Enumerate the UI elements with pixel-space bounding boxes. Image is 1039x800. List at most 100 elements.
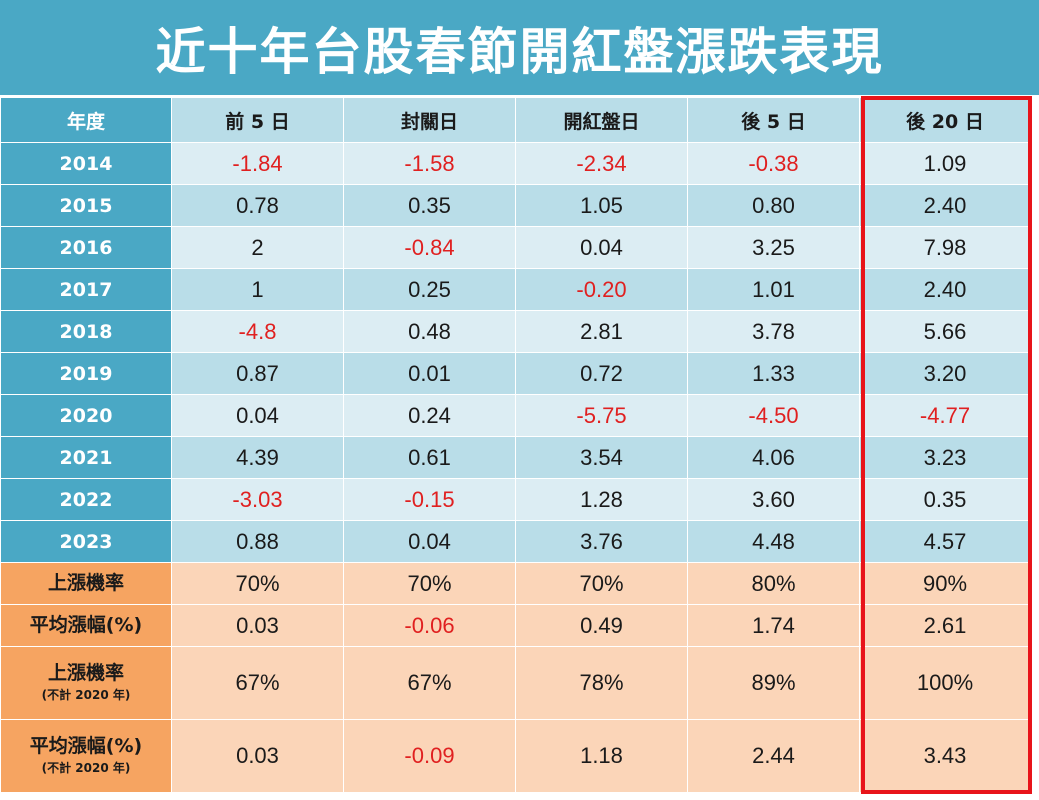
value-cell: 0.35 bbox=[343, 184, 516, 227]
value-cell: -4.50 bbox=[687, 394, 860, 437]
year-cell: 2021 bbox=[0, 436, 172, 479]
stat-label-cell: 平均漲幅(%) bbox=[0, 604, 172, 647]
year-cell: 2017 bbox=[0, 268, 172, 311]
year-cell: 2019 bbox=[0, 352, 172, 395]
value-cell: 2.81 bbox=[515, 310, 688, 353]
value-cell: 2 bbox=[171, 226, 344, 269]
title-bar: 近十年台股春節開紅盤漲跌表現 bbox=[0, 0, 1039, 95]
value-cell: 0.35 bbox=[859, 478, 1031, 521]
stat-label-note: (不計 2020 年) bbox=[41, 761, 131, 776]
table-row: 2019 0.87 0.01 0.72 1.33 3.20 bbox=[0, 352, 1031, 395]
value-cell: -1.84 bbox=[171, 142, 344, 185]
table-row: 2021 4.39 0.61 3.54 4.06 3.23 bbox=[0, 436, 1031, 479]
value-cell: -0.20 bbox=[515, 268, 688, 311]
value-cell: 3.20 bbox=[859, 352, 1031, 395]
stat-row: 上漲機率 70% 70% 70% 80% 90% bbox=[0, 562, 1031, 605]
stat-value-cell: 80% bbox=[687, 562, 860, 605]
stat-value-cell: 67% bbox=[171, 646, 344, 720]
value-cell: 0.72 bbox=[515, 352, 688, 395]
value-cell: 5.66 bbox=[859, 310, 1031, 353]
value-cell: -0.38 bbox=[687, 142, 860, 185]
value-cell: 4.48 bbox=[687, 520, 860, 563]
year-cell: 2014 bbox=[0, 142, 172, 185]
value-cell: 3.60 bbox=[687, 478, 860, 521]
stat-label: 上漲機率 bbox=[47, 571, 124, 594]
stat-row: 平均漲幅(%) (不計 2020 年) 0.03 -0.09 1.18 2.44 3.43 bbox=[0, 719, 1031, 793]
page-title: 近十年台股春節開紅盤漲跌表現 bbox=[155, 22, 884, 81]
stat-row: 上漲機率 (不計 2020 年) 67% 67% 78% 89% 100% bbox=[0, 646, 1031, 720]
stat-label-cell: 上漲機率 (不計 2020 年) bbox=[0, 646, 172, 720]
value-cell: 3.54 bbox=[515, 436, 688, 479]
value-cell: 3.76 bbox=[515, 520, 688, 563]
header-year: 年度 bbox=[0, 97, 172, 143]
table-row: 2017 1 0.25 -0.20 1.01 2.40 bbox=[0, 268, 1031, 311]
table-row: 2015 0.78 0.35 1.05 0.80 2.40 bbox=[0, 184, 1031, 227]
table-row: 2020 0.04 0.24 -5.75 -4.50 -4.77 bbox=[0, 394, 1031, 437]
year-cell: 2016 bbox=[0, 226, 172, 269]
value-cell: 3.23 bbox=[859, 436, 1031, 479]
table-row: 2023 0.88 0.04 3.76 4.48 4.57 bbox=[0, 520, 1031, 563]
stat-value-cell: 89% bbox=[687, 646, 860, 720]
value-cell: 0.80 bbox=[687, 184, 860, 227]
value-cell: -5.75 bbox=[515, 394, 688, 437]
value-cell: 0.01 bbox=[343, 352, 516, 395]
table-row: 2016 2 -0.84 0.04 3.25 7.98 bbox=[0, 226, 1031, 269]
value-cell: 2.40 bbox=[859, 268, 1031, 311]
header-post20: 後 20 日 bbox=[859, 97, 1031, 143]
value-cell: 0.61 bbox=[343, 436, 516, 479]
stat-value-cell: 3.43 bbox=[859, 719, 1031, 793]
value-cell: 4.06 bbox=[687, 436, 860, 479]
value-cell: 1.09 bbox=[859, 142, 1031, 185]
stat-label: 平均漲幅(%) bbox=[29, 735, 143, 758]
value-cell: 0.88 bbox=[171, 520, 344, 563]
stat-value-cell: 70% bbox=[515, 562, 688, 605]
value-cell: 3.78 bbox=[687, 310, 860, 353]
value-cell: -4.77 bbox=[859, 394, 1031, 437]
value-cell: 0.24 bbox=[343, 394, 516, 437]
value-cell: 1.28 bbox=[515, 478, 688, 521]
stat-label-note: (不計 2020 年) bbox=[41, 688, 131, 703]
stat-value-cell: 67% bbox=[343, 646, 516, 720]
stat-row: 平均漲幅(%) 0.03 -0.06 0.49 1.74 2.61 bbox=[0, 604, 1031, 647]
stat-label: 上漲機率 bbox=[47, 662, 124, 685]
value-cell: 2.40 bbox=[859, 184, 1031, 227]
stat-value-cell: 0.03 bbox=[171, 719, 344, 793]
table-row: 2022 -3.03 -0.15 1.28 3.60 0.35 bbox=[0, 478, 1031, 521]
header-row: 年度 前 5 日 封關日 開紅盤日 後 5 日 後 20 日 bbox=[0, 97, 1031, 143]
year-cell: 2023 bbox=[0, 520, 172, 563]
header-close-day: 封關日 bbox=[343, 97, 516, 143]
value-cell: 1 bbox=[171, 268, 344, 311]
table-row: 2018 -4.8 0.48 2.81 3.78 5.66 bbox=[0, 310, 1031, 353]
stat-value-cell: 70% bbox=[171, 562, 344, 605]
stat-value-cell: 90% bbox=[859, 562, 1031, 605]
value-cell: 4.39 bbox=[171, 436, 344, 479]
value-cell: 0.87 bbox=[171, 352, 344, 395]
value-cell: -3.03 bbox=[171, 478, 344, 521]
stat-value-cell: -0.09 bbox=[343, 719, 516, 793]
value-cell: -2.34 bbox=[515, 142, 688, 185]
table-row: 2014 -1.84 -1.58 -2.34 -0.38 1.09 bbox=[0, 142, 1031, 185]
value-cell: 0.48 bbox=[343, 310, 516, 353]
year-cell: 2022 bbox=[0, 478, 172, 521]
stat-value-cell: 0.03 bbox=[171, 604, 344, 647]
stat-value-cell: 0.49 bbox=[515, 604, 688, 647]
stat-value-cell: 78% bbox=[515, 646, 688, 720]
stat-value-cell: 1.74 bbox=[687, 604, 860, 647]
returns-table: 年度 前 5 日 封關日 開紅盤日 後 5 日 後 20 日 2014 -1.84… bbox=[0, 97, 1031, 793]
value-cell: -4.8 bbox=[171, 310, 344, 353]
value-cell: 0.04 bbox=[515, 226, 688, 269]
year-cell: 2018 bbox=[0, 310, 172, 353]
stat-label-cell: 平均漲幅(%) (不計 2020 年) bbox=[0, 719, 172, 793]
value-cell: 1.01 bbox=[687, 268, 860, 311]
header-post5: 後 5 日 bbox=[687, 97, 860, 143]
value-cell: 0.25 bbox=[343, 268, 516, 311]
stat-label-cell: 上漲機率 bbox=[0, 562, 172, 605]
value-cell: 3.25 bbox=[687, 226, 860, 269]
value-cell: 7.98 bbox=[859, 226, 1031, 269]
value-cell: 1.33 bbox=[687, 352, 860, 395]
value-cell: 0.04 bbox=[343, 520, 516, 563]
value-cell: -0.84 bbox=[343, 226, 516, 269]
value-cell: 0.78 bbox=[171, 184, 344, 227]
value-cell: -0.15 bbox=[343, 478, 516, 521]
value-cell: 1.05 bbox=[515, 184, 688, 227]
